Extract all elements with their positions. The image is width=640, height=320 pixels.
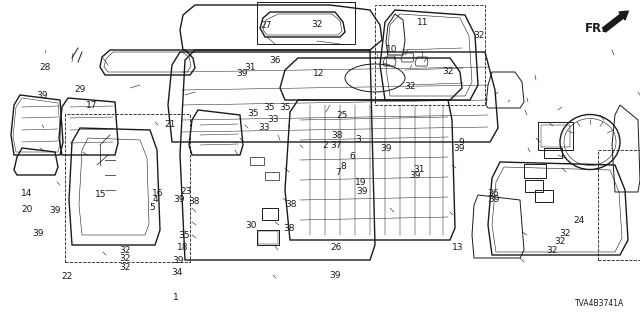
Text: 15: 15 (95, 190, 106, 199)
Bar (535, 190, 553, 202)
Text: 32: 32 (442, 68, 454, 76)
Text: 32: 32 (119, 263, 131, 272)
Bar (65, 114, 190, 262)
Text: 14: 14 (21, 189, 33, 198)
Text: 8: 8 (341, 162, 346, 171)
Bar (257, 230, 279, 245)
Text: 32: 32 (473, 31, 484, 40)
Text: 6: 6 (349, 152, 355, 161)
Text: 39: 39 (356, 188, 367, 196)
Text: 25: 25 (337, 111, 348, 120)
Text: 18: 18 (177, 244, 189, 252)
Text: 32: 32 (404, 82, 415, 91)
Text: 29: 29 (74, 85, 86, 94)
Text: 31: 31 (413, 165, 425, 174)
Text: 2: 2 (323, 141, 328, 150)
Text: 21: 21 (164, 120, 175, 129)
Text: 32: 32 (546, 246, 557, 255)
Text: 31: 31 (244, 63, 255, 72)
Text: 39: 39 (329, 271, 340, 280)
Text: 39: 39 (409, 172, 420, 180)
Text: 17: 17 (86, 101, 97, 110)
Bar (250, 157, 264, 165)
Text: 38: 38 (188, 197, 200, 206)
Text: 35: 35 (179, 231, 190, 240)
Text: 9: 9 (458, 138, 463, 147)
Bar (598, 150, 640, 260)
Bar (541, 125, 570, 147)
Bar (544, 148, 562, 158)
Text: 35: 35 (263, 103, 275, 112)
FancyArrow shape (602, 11, 628, 32)
Text: 26: 26 (330, 244, 342, 252)
Bar (257, 2, 355, 44)
Text: 38: 38 (284, 224, 295, 233)
Text: 20: 20 (21, 205, 33, 214)
Text: 34: 34 (172, 268, 183, 277)
Text: 32: 32 (119, 246, 131, 255)
Text: 39: 39 (236, 69, 248, 78)
Text: 36: 36 (269, 56, 281, 65)
Text: 32: 32 (119, 254, 131, 263)
Text: 32: 32 (311, 20, 323, 29)
Text: 19: 19 (355, 178, 366, 187)
Bar (538, 122, 573, 150)
Text: 5: 5 (149, 203, 154, 212)
Text: 24: 24 (573, 216, 585, 225)
Text: 38: 38 (332, 132, 343, 140)
Text: 11: 11 (417, 18, 428, 27)
Text: 3: 3 (356, 135, 361, 144)
Text: 27: 27 (260, 21, 271, 30)
Text: 16: 16 (152, 189, 164, 198)
Text: 32: 32 (554, 237, 566, 246)
Text: 22: 22 (61, 272, 73, 281)
Text: FR.: FR. (585, 21, 607, 35)
Text: 12: 12 (313, 69, 324, 78)
Text: 39: 39 (33, 229, 44, 238)
Text: 36: 36 (487, 189, 499, 198)
Text: 4: 4 (152, 196, 157, 204)
Bar (525, 180, 543, 192)
Bar (524, 164, 546, 178)
Text: 39: 39 (488, 195, 500, 204)
Text: 7: 7 (335, 168, 340, 177)
Text: 39: 39 (36, 92, 47, 100)
Text: 39: 39 (49, 206, 61, 215)
Bar (262, 208, 278, 220)
Text: 35: 35 (247, 109, 259, 118)
Text: 32: 32 (559, 229, 571, 238)
Text: 23: 23 (180, 188, 191, 196)
Text: 35: 35 (279, 103, 291, 112)
Text: 37: 37 (330, 141, 342, 150)
Text: 39: 39 (454, 144, 465, 153)
Text: 39: 39 (172, 256, 184, 265)
Text: 33: 33 (258, 124, 269, 132)
Bar (265, 172, 279, 180)
Text: 30: 30 (246, 221, 257, 230)
Bar (258, 231, 278, 244)
Text: 39: 39 (380, 144, 392, 153)
Bar (375, 5, 485, 105)
Text: 39: 39 (173, 196, 185, 204)
Text: 1: 1 (173, 293, 179, 302)
Text: 28: 28 (39, 63, 51, 72)
Text: 33: 33 (268, 116, 279, 124)
Text: 13: 13 (452, 244, 463, 252)
Text: TVA4B3741A: TVA4B3741A (575, 299, 625, 308)
Text: 10: 10 (386, 45, 397, 54)
Text: 38: 38 (285, 200, 297, 209)
